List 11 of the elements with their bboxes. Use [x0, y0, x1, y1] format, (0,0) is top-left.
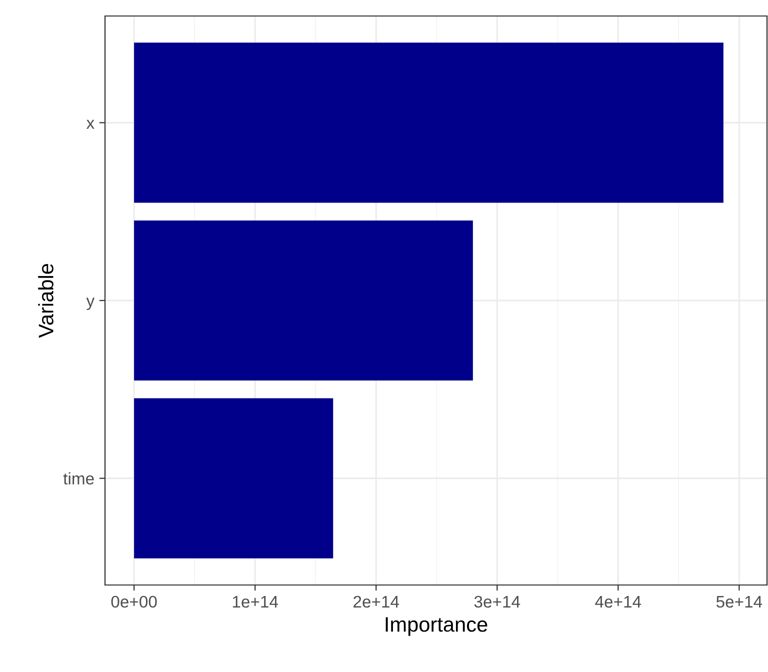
- x-tick-label: 1e+14: [232, 596, 278, 608]
- y-tick-label: y: [86, 298, 95, 310]
- x-tick-label: 3e+14: [474, 596, 520, 608]
- x-tick-label: 4e+14: [595, 596, 642, 608]
- y-axis-title: Variable: [38, 264, 54, 338]
- y-tick-label: x: [86, 120, 94, 129]
- x-tick-label: 2e+14: [354, 596, 400, 608]
- x-tick-label: 0e+00: [111, 596, 157, 608]
- y-tick-label: time: [63, 472, 94, 485]
- x-axis-title: Importance: [386, 617, 488, 636]
- x-tick-label: 5e+14: [716, 596, 762, 608]
